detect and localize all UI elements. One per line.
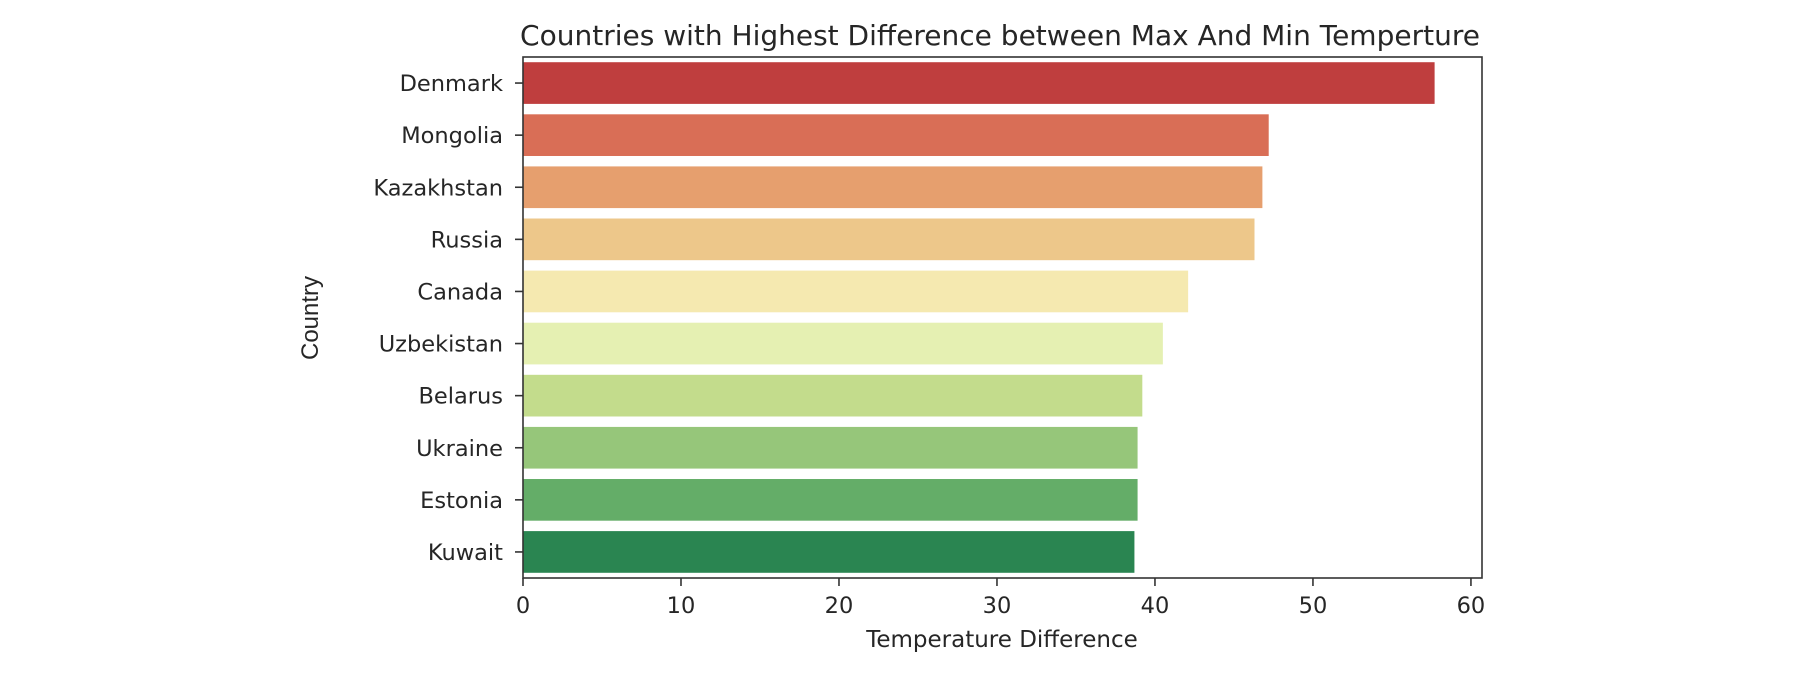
- y-axis-title: Country: [297, 276, 324, 360]
- bar-uzbekistan: [523, 322, 1163, 365]
- bar-kuwait: [523, 531, 1135, 573]
- x-tick-label: 10: [667, 593, 696, 619]
- bar-estonia: [523, 479, 1138, 521]
- category-label-belarus: Belarus: [418, 384, 503, 410]
- bars-group: [523, 62, 1435, 573]
- x-tick-label: 50: [1299, 593, 1328, 619]
- category-label-kazakhstan: Kazakhstan: [373, 175, 503, 201]
- bar-kazakhstan: [523, 166, 1263, 209]
- category-label-mongolia: Mongolia: [401, 123, 503, 149]
- bar-canada: [523, 270, 1189, 313]
- category-labels: Denmark Mongolia Kazakhstan Russia Canada Uzb…: [373, 71, 523, 566]
- x-tick-label: 0: [516, 593, 530, 619]
- x-tick-label: 60: [1457, 593, 1486, 619]
- bar-denmark: [523, 62, 1435, 104]
- category-label-canada: Canada: [417, 279, 503, 305]
- bar-russia: [523, 218, 1255, 261]
- category-label-denmark: Denmark: [400, 71, 503, 97]
- x-tick-label: 20: [825, 593, 854, 619]
- category-label-ukraine: Ukraine: [416, 436, 503, 462]
- category-label-kuwait: Kuwait: [428, 540, 503, 566]
- bar-ukraine: [523, 426, 1138, 469]
- category-label-estonia: Estonia: [420, 488, 503, 514]
- x-ticks: 0 10 20 30 40 50 60: [516, 578, 1485, 619]
- bar-mongolia: [523, 114, 1269, 156]
- plot-frame: [522, 56, 1483, 579]
- chart-title: Countries with Highest Difference betwee…: [520, 19, 1480, 52]
- bar-belarus: [523, 374, 1143, 417]
- x-tick-label: 40: [1141, 593, 1170, 619]
- x-tick-label: 30: [983, 593, 1012, 619]
- category-label-uzbekistan: Uzbekistan: [379, 332, 503, 358]
- x-axis-title: Temperature Difference: [865, 627, 1138, 653]
- category-label-russia: Russia: [431, 227, 503, 253]
